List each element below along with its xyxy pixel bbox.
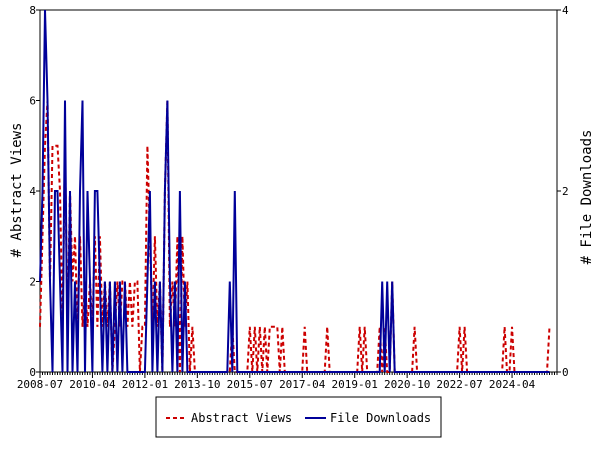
- y-left-tick-label: 0: [29, 366, 36, 379]
- y-left-tick-label: 6: [29, 95, 36, 108]
- y-left-tick-label: 2: [29, 276, 36, 289]
- series-line-abstract-views: [39, 100, 551, 373]
- x-tick-label: 2017-04: [279, 378, 326, 391]
- plot-frame: [39, 9, 558, 373]
- y-left-tick-label: 4: [29, 185, 36, 198]
- y-left-tick-label: 8: [29, 4, 36, 17]
- series-line-file-downloads: [39, 9, 550, 373]
- series-layer: [39, 9, 551, 373]
- x-tick-label: 2012-01: [122, 378, 168, 391]
- y-right-tick-label: 2: [562, 185, 569, 198]
- y-right-axis-title: # File Downloads: [579, 130, 595, 265]
- x-tick-label: 2010-04: [69, 378, 116, 391]
- x-tick-label: 2020-10: [384, 378, 430, 391]
- legend-label-file-downloads: File Downloads: [330, 411, 431, 425]
- x-tick-label: 2024-04: [489, 378, 536, 391]
- y-left-axis-title: # Abstract Views: [9, 123, 25, 258]
- y-right-tick-label: 0: [562, 366, 569, 379]
- legend-label-abstract-views: Abstract Views: [191, 411, 292, 425]
- x-tick-label: 2013-10: [174, 378, 220, 391]
- y-right-ticks: 0 2 4: [557, 4, 569, 379]
- y-left-ticks: 0 2 4 6 8: [29, 4, 40, 379]
- plot-border: [39, 9, 558, 373]
- x-tick-label: 2015-07: [227, 378, 273, 391]
- legend-box: [155, 396, 442, 438]
- x-tick-label: 2022-07: [436, 378, 482, 391]
- x-ticks: 2008-07 2010-04 2012-01 2013-10 2015-07 2017-…: [17, 372, 558, 391]
- x-tick-label: 2019-01: [332, 378, 378, 391]
- legend: Abstract Views File Downloads: [155, 396, 442, 438]
- x-tick-label: 2008-07: [17, 378, 63, 391]
- y-right-tick-label: 4: [562, 4, 569, 17]
